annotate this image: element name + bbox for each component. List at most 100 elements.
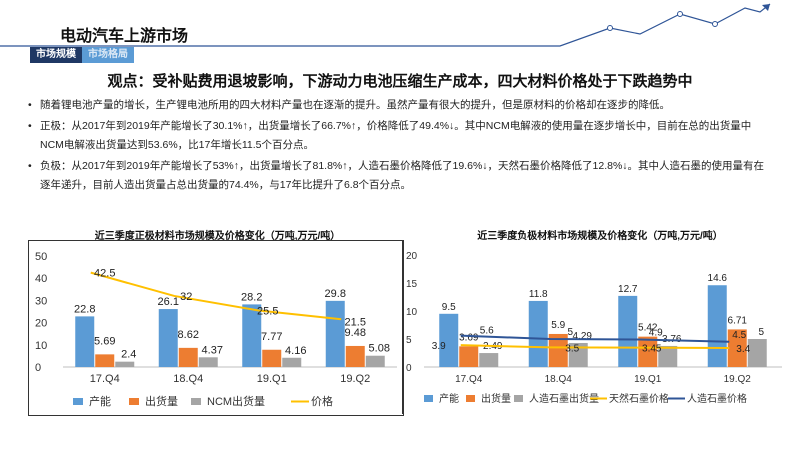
bar-产能 — [439, 313, 459, 367]
bar-出货量 — [178, 347, 198, 367]
data-label: 3.69 — [459, 332, 479, 343]
chart-divider — [402, 240, 403, 414]
cathode-chart: 0 10 20 30 40 50 22.8 5.69 2.417.Q4 26.1 8.624.37 1… — [35, 251, 397, 408]
tab-bar: 市场规模 市场格局 — [30, 47, 134, 63]
x-tick-label: 19.Q2 — [724, 374, 752, 385]
bar-人造石墨出货量 — [568, 342, 588, 367]
data-label: 5.42 — [638, 323, 658, 334]
legend-label: 出货量 — [481, 392, 511, 405]
y-tick-label: 30 — [35, 295, 47, 307]
bar-NCM出货量 — [365, 355, 385, 367]
tab-market-structure[interactable]: 市场格局 — [82, 47, 134, 63]
bar-人造石墨出货量 — [658, 345, 678, 367]
legend-swatch — [466, 395, 475, 402]
line-data-label: 5.6 — [480, 326, 494, 337]
line-data-label: 4.5 — [732, 330, 746, 341]
bullet-item: 随着锂电池产量的增长，生产锂电池所用的四大材料产量也在逐渐的提升。虽然产量有很大… — [28, 96, 773, 115]
trend-dot — [677, 11, 683, 17]
y-tick-label: 0 — [35, 362, 41, 374]
legend-label: 人造石墨价格 — [687, 392, 747, 405]
line-data-label: 21.5 — [345, 316, 366, 328]
bar-产能 — [158, 309, 178, 367]
data-label: 7.77 — [261, 331, 282, 343]
x-tick-label: 19.Q1 — [634, 374, 662, 385]
bar-NCM出货量 — [115, 361, 135, 367]
line-data-label: 3.5 — [565, 343, 579, 354]
line-data-label: 32 — [180, 291, 192, 303]
line-天然石墨价格 — [460, 344, 730, 349]
header-decoration — [0, 3, 771, 47]
legend-swatch — [73, 398, 83, 405]
bar-NCM出货量 — [282, 357, 302, 367]
data-label: 26.1 — [158, 296, 179, 308]
legend-swatch — [129, 398, 139, 405]
data-label: 4.37 — [202, 344, 223, 356]
page-title: 观点：受补贴费用退坡影响，下游动力电池压缩生产成本，四大材料价格处于下跌趋势中 — [107, 73, 693, 90]
x-tick-label: 18.Q4 — [173, 373, 203, 385]
line-data-label: 42.5 — [94, 268, 115, 280]
data-label: 9.5 — [442, 302, 456, 313]
y-tick-label: 10 — [35, 340, 47, 352]
page-header-title: 电动汽车上游市场 — [60, 28, 189, 45]
data-label: 8.62 — [178, 329, 199, 341]
legend-label: 出货量 — [145, 394, 178, 408]
legend-label: NCM出货量 — [207, 394, 265, 408]
bar-NCM出货量 — [198, 357, 218, 367]
y-tick-label: 10 — [406, 307, 418, 318]
y-tick-label: 20 — [406, 251, 418, 262]
line-data-label: 3.9 — [432, 341, 446, 352]
y-tick-label: 40 — [35, 273, 47, 285]
legend-label: 产能 — [439, 392, 459, 405]
bar-产能 — [707, 285, 727, 367]
legend-swatch — [424, 395, 433, 402]
bar-出货量 — [345, 345, 365, 367]
data-label: 4.29 — [573, 331, 593, 342]
data-label: 28.2 — [241, 291, 262, 303]
data-label: 5.69 — [94, 335, 115, 347]
line-data-label: 3.45 — [642, 344, 662, 355]
data-label: 5.9 — [551, 320, 565, 331]
data-label: 14.6 — [708, 273, 728, 284]
x-tick-label: 19.Q1 — [257, 373, 287, 385]
legend-label: 人造石墨出货量 — [529, 392, 599, 405]
cathode-chart-frame: 0 10 20 30 40 50 22.8 5.69 2.4 17.Q4 26.1 8.62 4.37 1… — [28, 240, 404, 416]
data-label: 4.16 — [285, 345, 306, 357]
legend-label: 天然石墨价格 — [609, 392, 669, 405]
y-tick-label: 15 — [406, 279, 418, 290]
data-label: 29.8 — [325, 288, 346, 300]
trend-arrow-icon — [762, 4, 770, 11]
bar-产能 — [618, 295, 638, 367]
data-label: 5 — [758, 327, 764, 338]
trend-dot — [607, 25, 613, 31]
data-label: 2.4 — [121, 349, 136, 361]
bar-出货量 — [262, 349, 282, 367]
anode-chart-title: 近三季度负极材料市场规模及价格变化（万吨,万元/吨） — [477, 231, 723, 242]
tab-market-size[interactable]: 市场规模 — [30, 47, 82, 63]
legend-swatch — [514, 395, 523, 402]
anode-chart: 051015209.53.692.4917.Q411.85.94.2918.Q4… — [406, 251, 782, 405]
data-label: 11.8 — [529, 289, 548, 300]
y-tick-label: 50 — [35, 251, 47, 263]
line-人造石墨价格 — [460, 334, 730, 343]
data-label: 22.8 — [74, 303, 95, 315]
bar-出货量 — [727, 329, 747, 367]
trend-dot — [712, 21, 718, 27]
line-data-label: 4.9 — [649, 328, 663, 339]
data-label: 9.48 — [345, 327, 366, 339]
bar-人造石墨出货量 — [747, 339, 767, 367]
line-data-label: 5 — [567, 327, 573, 338]
bar-出货量 — [95, 354, 115, 367]
bar-产能 — [528, 300, 548, 367]
bar-出货量 — [548, 333, 568, 367]
line-data-label: 25.5 — [257, 305, 278, 317]
line-价格 — [90, 271, 342, 321]
bar-出货量 — [459, 346, 479, 367]
y-tick-label: 20 — [35, 318, 47, 330]
x-tick-label: 17.Q4 — [455, 374, 483, 385]
data-label: 12.7 — [618, 284, 638, 295]
bar-出货量 — [638, 336, 658, 367]
bar-产能 — [75, 316, 95, 367]
cathode-chart-title: 近三季度正极材料市场规模及价格变化（万吨,万元/吨） — [94, 231, 341, 242]
bar-人造石墨出货量 — [479, 353, 499, 367]
x-tick-label: 18.Q4 — [545, 374, 573, 385]
